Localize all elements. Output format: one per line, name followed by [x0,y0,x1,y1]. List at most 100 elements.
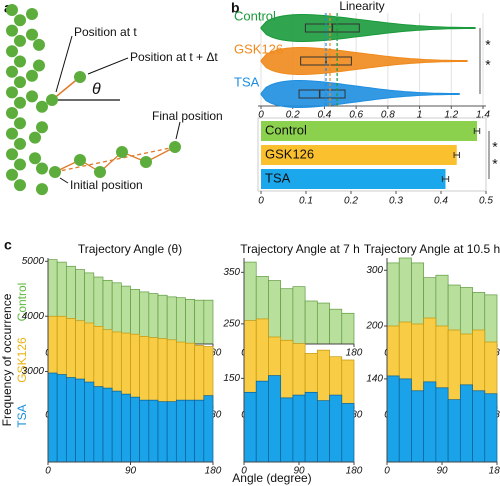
x-tick-label: 0.5 [479,196,493,207]
significance-mark: * [485,57,491,73]
violin [260,80,460,108]
x-tick-label: 90 [125,466,137,477]
cell-dot [14,179,26,192]
y-tick-label: 350 [223,267,240,278]
histogram-bar [139,399,150,463]
x-tick-label: 0.2 [286,110,300,121]
histogram-bar [185,298,196,345]
chart-title: Linearity [339,0,384,13]
histogram-bar [120,393,131,463]
error-bar [473,128,481,134]
cell-dot [33,38,45,51]
y-tick-label: 200 [365,321,383,332]
cell-dot [29,152,41,165]
x-tick-label: 180 [346,466,363,477]
bar [261,169,446,189]
histogram-bar [435,387,449,463]
histogram-bar [166,296,177,345]
histogram-bar [255,380,269,463]
x-tick-label: 1 [417,110,423,121]
histogram-bar [398,378,412,463]
x-tick-label: 0.6 [349,110,363,121]
bar [261,121,477,141]
histogram-bar [280,288,294,345]
category-label: GSK126 [265,146,314,161]
significance-mark: * [492,156,498,172]
y-axis-title: Frequency of occurrence [0,293,14,426]
histogram-bar [157,338,168,407]
histogram-bar [316,400,330,463]
category-label: TSA [234,74,260,89]
category-label: Control [234,8,276,23]
histogram-bar [268,375,282,463]
cell-dot [36,121,48,134]
histogram-bar [329,308,343,345]
histogram-bar [329,394,343,463]
x-tick-label: 0 [384,466,390,477]
step-line [51,76,81,101]
column-title: Trajectory Angle at 7 h [240,242,360,256]
histogram-bar [185,399,196,463]
column-title: Trajectory Angle (θ) [78,242,182,256]
trajectory-path [54,146,176,173]
histogram-bar [148,293,159,345]
violin [260,47,468,75]
histogram-bar [111,390,122,463]
cell-dot [36,183,48,196]
cell-dot [6,65,18,78]
histogram-bar [148,399,159,463]
cell-dots [6,4,48,196]
panel-c-labels: Trajectory Angle (θ) Trajectory Angle at… [0,242,500,485]
cell-dot [6,24,18,37]
histogram-bar [157,294,168,345]
histogram-bar [175,399,186,463]
x-tick-label: 0.1 [299,196,313,207]
y-tick-label: 4000 [22,311,45,322]
error-bar [441,176,450,182]
histogram-bar [341,403,355,463]
x-tick-label: 0.3 [389,196,403,207]
cell-dot [6,45,18,58]
row-label: TSA [15,404,29,427]
panel-label: b [231,0,240,16]
histogram-bar [484,393,498,463]
histogram-bar [203,299,214,345]
x-tick-label: 0 [258,110,264,121]
y-tick-label: 250 [222,318,240,329]
histogram-bar [292,394,306,463]
significance-mark: * [485,37,491,53]
histogram-bar [139,336,150,407]
histogram-bar [341,312,355,345]
bar [261,145,457,165]
histogram-bar [316,349,330,407]
callout-arrows [55,35,181,184]
cell-dot [14,96,26,109]
y-tick-label: 5000 [22,256,45,267]
x-tick-label: 180 [346,348,363,359]
cell-dot [14,55,26,68]
histogram-bar [341,359,355,407]
histogram-bar [175,297,186,345]
y-tick-label: 150 [223,373,240,384]
histogram-bar [194,399,205,463]
histogram-bar [304,300,318,345]
cell-dot [36,162,48,175]
histogram-bar [447,329,461,407]
histogram-bar [130,333,141,407]
x-tick-label: 0.4 [317,110,331,121]
cell-dot [6,168,18,181]
histogram-bar [484,294,498,345]
histogram-bar [185,342,196,407]
histogram-bar [56,374,67,463]
y-tick-label: 3000 [22,366,45,377]
x-tick-label: 0.2 [344,196,358,207]
cell-dot [6,4,18,16]
x-axis-title: Angle (degree) [232,471,311,485]
x-tick-label: 1.4 [476,110,490,121]
trajectory-diagram: Position at t Position at t + Δt θ Final… [6,4,223,196]
annotation: Position at t [74,25,137,39]
cell-dot [33,59,45,72]
histogram-bar [194,299,205,345]
x-tick-label: 90 [436,466,448,477]
box [298,89,346,99]
